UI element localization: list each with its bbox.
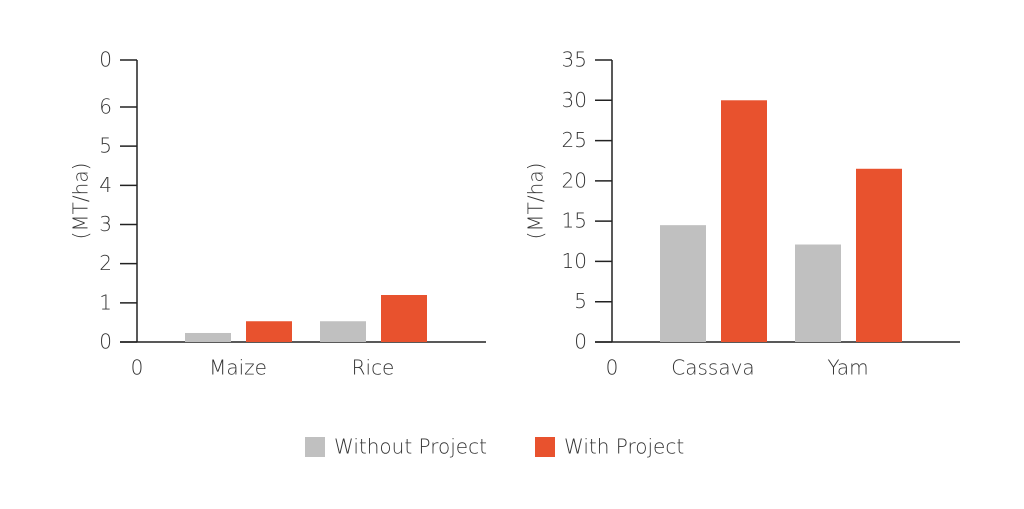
y-tick-label: 10: [562, 249, 587, 273]
y-tick-label: 2: [99, 251, 112, 275]
y-tick-label: 5: [99, 134, 112, 158]
y-tick-label: 20: [562, 168, 587, 192]
x-origin-label: 0: [606, 356, 619, 380]
y-tick-label: 35: [562, 48, 587, 72]
bar: [721, 100, 767, 343]
y-tick-label: 5: [574, 289, 587, 313]
bar: [660, 225, 706, 342]
bar: [320, 321, 366, 342]
legend-swatch: [535, 437, 555, 457]
bar: [185, 332, 231, 342]
x-tick-label: Cassava: [671, 356, 754, 380]
legend-label: Without Project: [334, 435, 487, 459]
legend-label: With Project: [564, 435, 684, 459]
x-tick-label: Maize: [209, 356, 267, 380]
y-axis-label: (MT/ha): [69, 163, 93, 240]
y-tick-label: 0: [99, 330, 112, 354]
x-tick-label: Rice: [352, 356, 395, 380]
y-tick-label: 4: [99, 173, 112, 197]
y-tick-label: 1: [99, 290, 112, 314]
y-tick-label: 0: [99, 48, 112, 72]
y-tick-label: 3: [99, 212, 112, 236]
y-tick-label: 15: [562, 209, 587, 233]
x-tick-label: Yam: [827, 356, 868, 380]
bar: [856, 168, 902, 342]
y-tick-label: 30: [562, 88, 587, 112]
bar: [795, 244, 841, 342]
y-tick-label: 25: [562, 128, 587, 152]
y-tick-label: 0: [574, 330, 587, 354]
bar: [381, 295, 427, 342]
bar: [246, 321, 292, 342]
y-axis-label: (MT/ha): [524, 163, 548, 240]
y-tick-label: 6: [99, 95, 112, 119]
x-origin-label: 0: [131, 356, 144, 380]
legend-swatch: [305, 437, 325, 457]
